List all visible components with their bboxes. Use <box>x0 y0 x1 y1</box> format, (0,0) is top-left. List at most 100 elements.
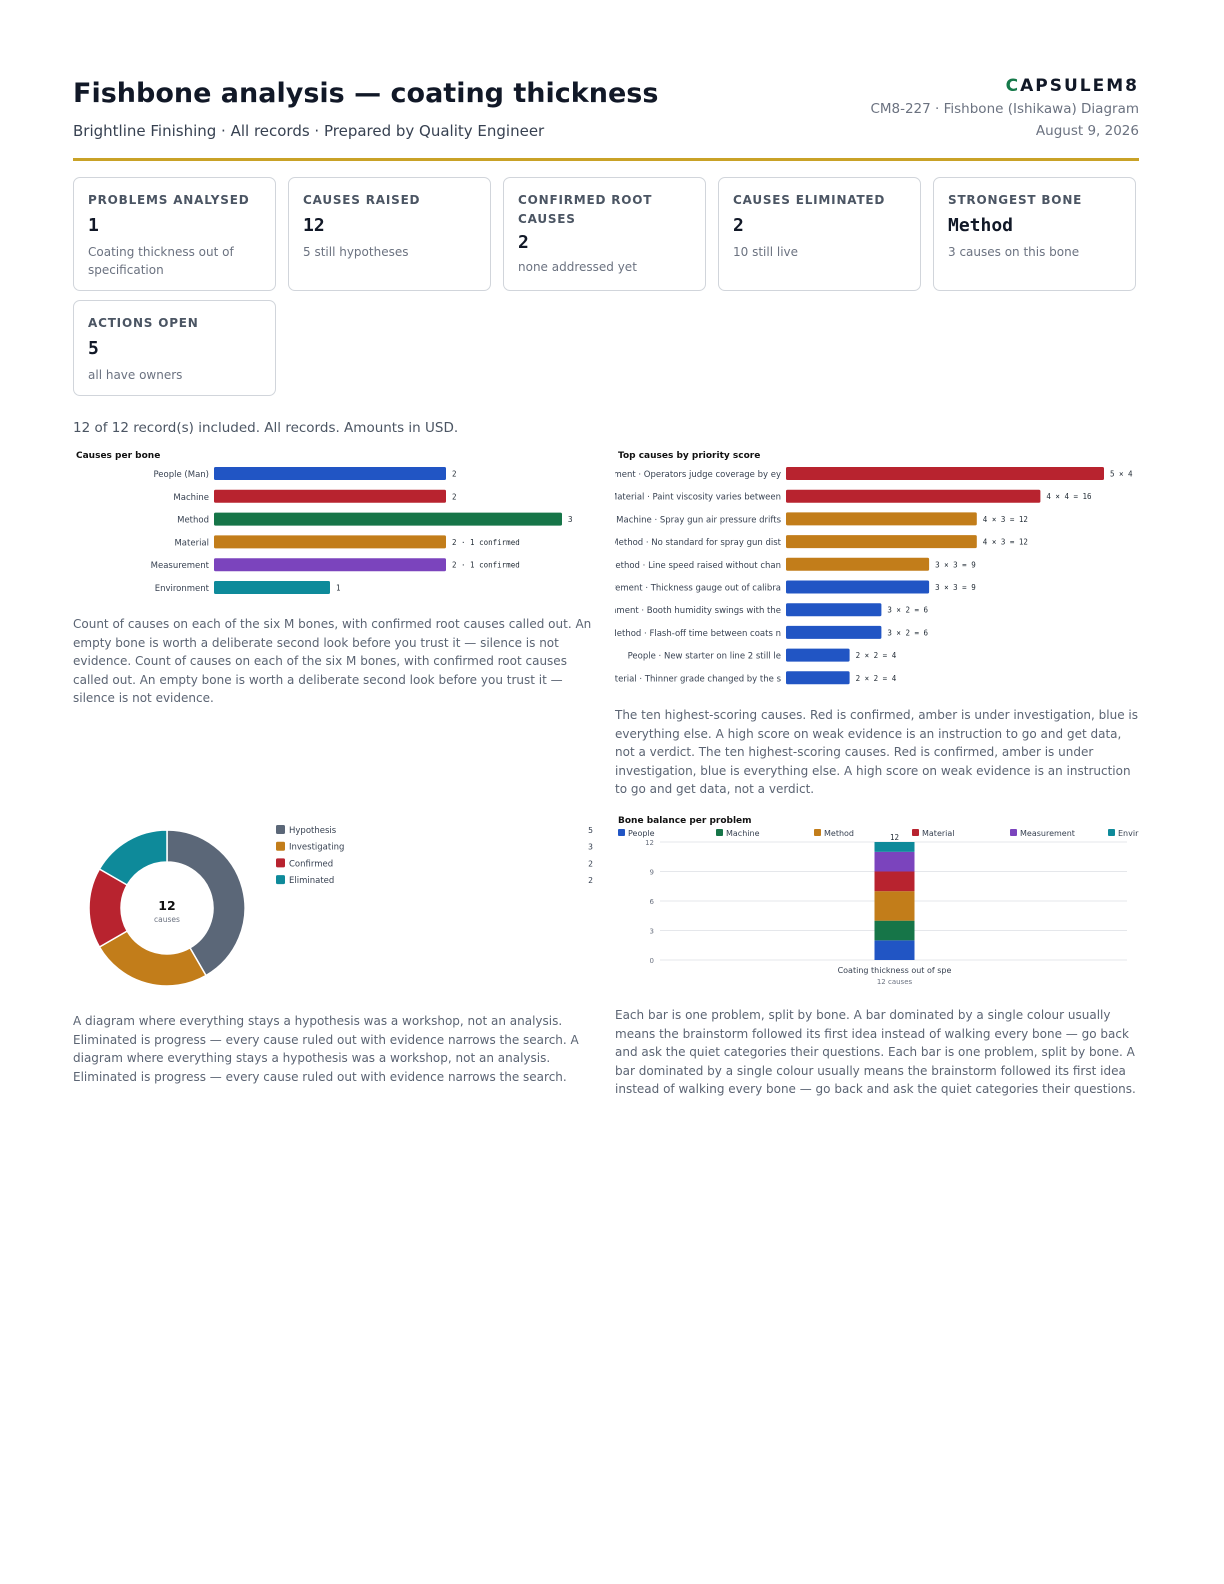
legend-swatch <box>276 841 285 851</box>
bar-value-label: 2 · 1 confirmed <box>452 561 520 570</box>
kpi-card-actions: Actions open 5 all have owners <box>73 300 276 396</box>
stacked-bar-segment <box>874 842 915 852</box>
stacked-bar-segment <box>874 871 915 892</box>
bar-category-label: Material <box>174 538 209 548</box>
legend-swatch <box>276 825 285 834</box>
legend-value: 2 <box>588 859 593 868</box>
kpi-note: all have owners <box>88 368 183 382</box>
bar-category-label: Method · Flash-off time between coats n <box>615 629 781 639</box>
bar <box>786 467 1104 480</box>
bar-category-label: Method <box>177 516 209 526</box>
bar-category-label: onment · Booth humidity swings with the <box>615 606 781 616</box>
legend-label: People <box>628 829 655 838</box>
bar-category-label: Material · Thinner grade changed by the … <box>615 674 782 684</box>
bar <box>214 489 446 503</box>
legend-label: Envir <box>1118 829 1139 838</box>
kpi-value: Method <box>948 215 1014 236</box>
report-header: Fishbone analysis — coating thickness Br… <box>73 74 1139 161</box>
bar-category-label: Machine <box>173 493 209 503</box>
records-summary: 12 of 12 record(s) included. All records… <box>73 420 459 436</box>
kpi-value: 1 <box>88 215 99 236</box>
brand-name: APSULEM8 <box>1020 76 1139 96</box>
kpi-note: 10 still live <box>733 245 799 259</box>
y-tick-label: 0 <box>650 957 654 965</box>
brand-logo: CAPSULEM8 <box>1006 76 1139 96</box>
bar-value-label: 4 × 4 = 16 <box>1046 492 1092 501</box>
bar-value-label: 2 · 1 confirmed <box>452 538 520 547</box>
cause-status-caption: A diagram where everything stays a hypot… <box>73 1014 579 1084</box>
top-causes-caption: The ten highest-scoring causes. Red is c… <box>615 708 1138 796</box>
x-category-label: Coating thickness out of spe <box>838 966 952 975</box>
bar-category-label: People (Man) <box>153 470 209 480</box>
kpi-label: Actions open <box>88 316 199 330</box>
bar <box>786 557 930 571</box>
legend-label: Measurement <box>1020 829 1075 838</box>
legend-value: 5 <box>588 826 593 835</box>
chart-title: Bone balance per problem <box>618 816 752 826</box>
stacked-bar-segment <box>874 851 915 872</box>
bar-category-label: Environment <box>155 584 210 594</box>
legend-swatch <box>618 829 625 836</box>
y-tick-label: 9 <box>650 869 654 877</box>
document-reference: CM8-227 · Fishbone (Ishikawa) Diagram <box>870 101 1139 117</box>
bar-category-label: Material · Paint viscosity varies betwee… <box>615 493 781 503</box>
donut-slice <box>166 829 246 977</box>
legend-swatch <box>276 858 285 868</box>
bar-category-label: surement · Thickness gauge out of calibr… <box>615 584 781 594</box>
kpi-note: none addressed yet <box>518 260 637 274</box>
kpi-value: 2 <box>518 232 529 253</box>
bar-category-label: Machine · Spray gun air pressure drifts <box>616 515 781 525</box>
bar <box>786 512 977 526</box>
chart-title: Top causes by priority score <box>618 451 760 461</box>
legend-label: Machine <box>726 829 760 838</box>
bar-value-label: 3 <box>568 515 573 524</box>
legend-swatch <box>1010 829 1017 836</box>
causes-per-bone-caption: Count of causes on each of the six M bon… <box>73 617 592 705</box>
cause-status-donut-chart: 12 causes Hypothesis 5 Investigating 3 Confirm… <box>88 825 593 987</box>
kpi-label: Causes eliminated <box>733 193 886 207</box>
legend-swatch <box>912 829 919 836</box>
legend-label: Confirmed <box>289 859 333 869</box>
kpi-value: 12 <box>303 215 325 236</box>
bar <box>786 535 977 549</box>
stacked-bar-segment <box>874 940 915 960</box>
bar-value-label: 3 × 3 = 9 <box>935 583 976 592</box>
bar <box>786 625 882 639</box>
bar-value-label: 1 <box>336 584 341 593</box>
bar <box>786 580 930 594</box>
kpi-value: 2 <box>733 215 744 236</box>
document-date: August 9, 2026 <box>1035 123 1139 139</box>
bar-value-label: 2 <box>452 492 457 501</box>
bar <box>786 648 850 662</box>
brand-mark: C <box>1005 76 1021 96</box>
donut-slice <box>98 829 168 887</box>
kpi-label: Confirmed root causes <box>518 193 653 226</box>
page-title: Fishbone analysis — coating thickness <box>73 78 659 109</box>
bar-category-label: rement · Operators judge coverage by ey <box>615 470 781 480</box>
bone-balance-caption: Each bar is one problem, split by bone. … <box>615 1008 1136 1096</box>
kpi-label: Problems analysed <box>88 193 250 207</box>
legend-value: 3 <box>588 843 593 852</box>
donut-center-value: 12 <box>158 898 175 913</box>
legend-value: 2 <box>588 876 593 885</box>
legend-swatch <box>716 829 723 836</box>
donut-center-label: causes <box>154 915 180 924</box>
legend-label: Eliminated <box>289 876 334 886</box>
kpi-value: 5 <box>88 338 99 359</box>
chart-title: Causes per bone <box>76 451 160 461</box>
bar-value-label: 2 <box>452 470 457 479</box>
kpi-note: 5 still hypotheses <box>303 245 409 259</box>
bar <box>786 603 882 617</box>
legend-swatch <box>1108 829 1115 836</box>
bar <box>214 467 446 480</box>
kpi-card-problems: Problems analysed 1 Coating thickness ou… <box>73 177 276 291</box>
page-subtitle: Brightline Finishing · All records · Pre… <box>73 122 545 140</box>
bar <box>786 489 1041 503</box>
bar-category-label: People · New starter on line 2 still le <box>628 652 781 662</box>
y-tick-label: 12 <box>645 839 654 847</box>
kpi-card-causes: Causes raised 12 5 still hypotheses <box>288 177 491 291</box>
stacked-bar-segment <box>874 891 915 921</box>
causes-per-bone-chart: Causes per bone People (Man) 2 Machine 2 Meth… <box>76 451 573 594</box>
bar-value-label: 2 × 2 = 4 <box>856 651 897 660</box>
legend-swatch <box>276 875 285 885</box>
